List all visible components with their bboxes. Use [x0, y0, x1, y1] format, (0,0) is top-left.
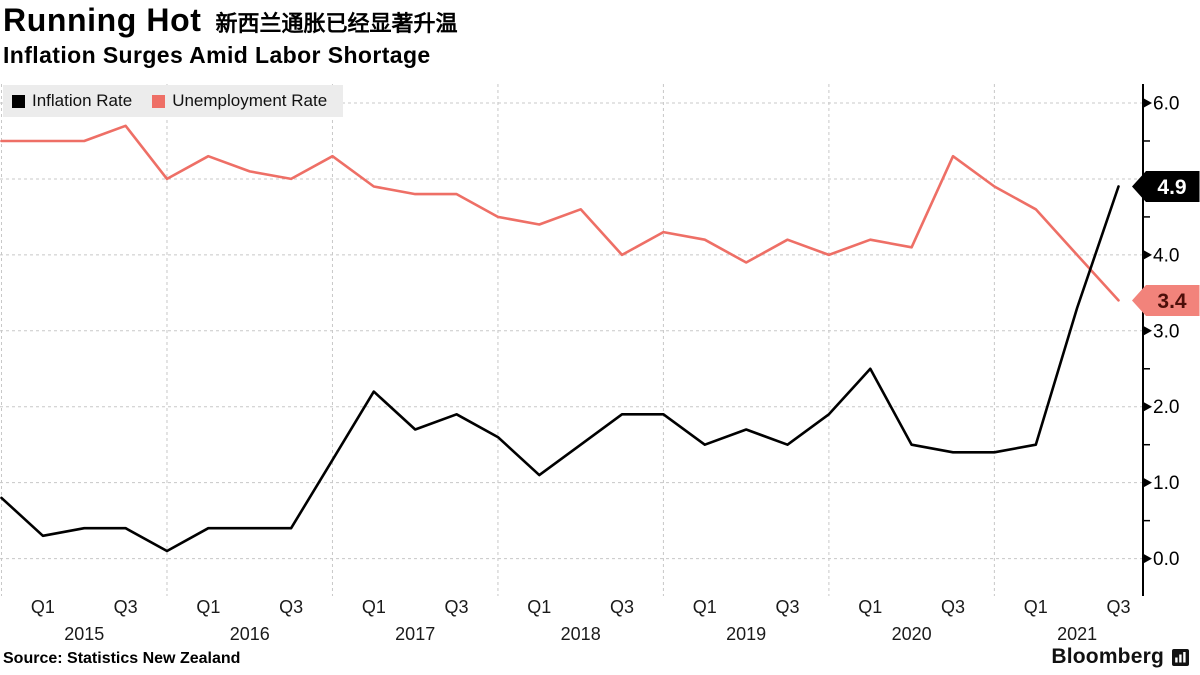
x-axis-labels: Q1 Q3 2015 Q1 Q3 2016 Q1 Q3 2017 Q1 Q3 2018 Q1 Q3 2019… [31, 597, 1131, 644]
x-quarter-label: Q1 [858, 597, 882, 617]
y-tick-label: 3.0 [1153, 321, 1179, 342]
x-quarter-label: Q3 [445, 597, 469, 617]
end-badge-label: 3.4 [1157, 290, 1187, 313]
y-tick-label: 2.0 [1153, 397, 1179, 418]
unemployment-end-badge [1132, 284, 1200, 316]
x-quarter-label: Q3 [279, 597, 303, 617]
unemployment-line [0, 124, 1120, 302]
x-quarter-label: Q3 [1106, 597, 1130, 617]
unemployment-swatch-icon [152, 94, 166, 108]
legend-item-inflation: Inflation Rate [12, 91, 132, 111]
x-quarter-label: Q3 [941, 597, 965, 617]
x-quarter-label: Q1 [1024, 597, 1048, 617]
x-quarter-label: Q1 [527, 597, 551, 617]
x-year-label: 2016 [230, 624, 270, 644]
x-year-label: 2021 [1057, 624, 1097, 644]
x-quarter-label: Q1 [31, 597, 55, 617]
y-tick-label: 6.0 [1153, 94, 1179, 115]
x-quarter-label: Q3 [114, 597, 138, 617]
x-quarter-label: Q1 [196, 597, 220, 617]
x-year-label: 2018 [561, 624, 601, 644]
page-subtitle: Inflation Surges Amid Labor Shortage [3, 42, 431, 68]
chart-legend: Inflation Rate Unemployment Rate [3, 85, 344, 117]
legend-label-inflation: Inflation Rate [32, 91, 133, 110]
x-year-label: 2020 [892, 624, 932, 644]
source-note: Source: Statistics New Zealand [3, 650, 241, 667]
x-year-label: 2015 [64, 624, 104, 644]
x-quarter-label: Q1 [693, 597, 717, 617]
y-tick-label: 0.0 [1153, 549, 1179, 570]
y-tick-label: 1.0 [1153, 473, 1179, 494]
end-badges: 4.9 3.4 [1132, 171, 1200, 316]
y-tick-label: 4.0 [1153, 245, 1179, 266]
x-year-label: 2019 [726, 624, 766, 644]
end-badge-label: 4.9 [1157, 176, 1186, 199]
x-quarter-label: Q3 [776, 597, 800, 617]
bloomberg-brand: Bloomberg [1051, 645, 1190, 669]
header: Running Hot 新西兰通胀已经显著升温 [3, 2, 458, 39]
inflation-swatch-icon [12, 94, 25, 108]
x-year-label: 2017 [395, 624, 435, 644]
legend-item-unemployment: Unemployment Rate [152, 91, 327, 111]
inflation-line [0, 185, 1120, 553]
bloomberg-wordmark: Bloomberg [1051, 645, 1164, 668]
y-axis-ticks: 0.0 1.0 2.0 3.0 4.0 6.0 [1143, 94, 1179, 570]
page-title-chinese: 新西兰通胀已经显著升温 [215, 11, 458, 36]
page-title: Running Hot [3, 2, 202, 38]
series-lines [0, 124, 1120, 553]
legend-label-unemployment: Unemployment Rate [172, 91, 328, 110]
gridlines [0, 84, 1143, 596]
inflation-end-badge [1132, 171, 1200, 203]
bar-chart-bubble-icon [1172, 648, 1189, 666]
x-quarter-label: Q1 [362, 597, 386, 617]
x-quarter-label: Q3 [610, 597, 634, 617]
